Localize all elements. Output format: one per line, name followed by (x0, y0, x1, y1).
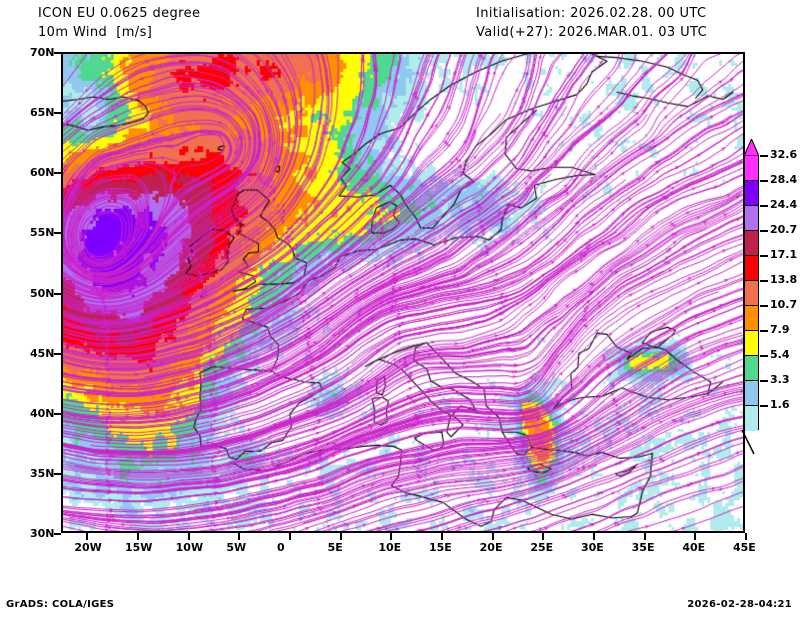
colorbar-tick-mark (760, 355, 768, 357)
y-axis-tick-label: 55N (30, 226, 55, 240)
x-axis-tick-label: 30E (581, 541, 604, 554)
colorbar-segment (745, 156, 758, 181)
colorbar-tick-mark (760, 280, 768, 282)
colorbar-segment (745, 181, 758, 206)
colorbar-tick-label: 13.8 (770, 273, 798, 286)
x-axis-tick-label: 20W (74, 541, 102, 554)
colorbar-segment (745, 306, 758, 331)
colorbar-tick-label: 3.3 (770, 373, 790, 386)
y-axis-tick-label: 35N (30, 466, 55, 480)
colorbar-segment (745, 381, 758, 406)
map-plot-area (61, 52, 745, 533)
x-axis-tick-label: 10E (378, 541, 402, 554)
colorbar-tick-label: 7.9 (770, 323, 790, 336)
y-axis-tick-mark (54, 232, 61, 235)
colorbar-segment (745, 256, 758, 281)
grads-credit: GrADS: COLA/IGES (6, 599, 115, 610)
y-axis-tick-label: 40N (30, 406, 55, 420)
y-axis-tick-label: 50N (30, 286, 55, 300)
y-axis-tick-label: 65N (30, 106, 55, 120)
x-axis-tick-mark (187, 533, 190, 540)
colorbar-tick-label: 32.6 (770, 148, 798, 161)
y-axis-tick-mark (54, 472, 61, 475)
x-axis-tick-mark (137, 533, 139, 540)
x-axis-tick-label: 20E (479, 541, 503, 554)
colorbar-top-arrow-icon (744, 139, 759, 156)
colorbar-tick-label: 5.4 (770, 348, 790, 361)
colorbar-tick-label: 24.4 (770, 198, 798, 211)
y-axis-tick-mark (54, 112, 61, 115)
y-axis-tick-label: 60N (30, 166, 55, 180)
x-axis-tick-mark (238, 533, 241, 540)
y-axis-tick-mark (54, 292, 61, 295)
colorbar-segment (745, 406, 758, 431)
x-axis-tick-label: 35E (631, 541, 655, 554)
colorbar-tick-mark (760, 380, 768, 382)
colorbar-tick-label: 1.6 (770, 398, 790, 411)
y-axis-tick-mark (54, 352, 61, 355)
y-axis-tick-mark (54, 52, 61, 54)
x-axis-tick-mark (745, 533, 747, 540)
colorbar-tick-label: 28.4 (770, 173, 798, 186)
x-axis-tick-label: 10W (175, 541, 204, 554)
x-axis-tick-label: 5E (327, 541, 343, 554)
render-timestamp: 2026-02-28-04:21 (687, 599, 792, 610)
valid-time-label: Valid(+27): 2026.MAR.01. 03 UTC (476, 25, 708, 40)
x-axis-tick-label: 40E (682, 541, 706, 554)
colorbar-segment (745, 231, 758, 256)
y-axis-tick-mark (54, 533, 61, 535)
x-axis-tick-mark (441, 533, 443, 540)
colorbar-segment (745, 331, 758, 356)
colorbar-tick-mark (760, 255, 768, 257)
colorbar-tick-mark (760, 305, 768, 307)
x-axis-tick-mark (339, 533, 342, 540)
colorbar-tick-mark (760, 405, 768, 407)
x-axis-tick-label: 45E (733, 541, 756, 554)
y-axis-tick-mark (54, 172, 61, 175)
variable-title: 10m Wind [m/s] (38, 25, 153, 40)
y-axis-tick-mark (54, 412, 61, 415)
colorbar-tick-mark (760, 330, 768, 332)
x-axis-tick-mark (542, 533, 545, 540)
model-title: ICON EU 0.0625 degree (38, 6, 201, 21)
y-axis-tick-label: 45N (30, 346, 55, 360)
colorbar-bottom-tail-icon (741, 430, 755, 454)
y-axis-tick-label: 30N (30, 527, 55, 540)
colorbar-tick-label: 17.1 (770, 248, 798, 261)
x-axis-tick-label: 0 (277, 541, 285, 554)
colorbar-tick-mark (760, 180, 768, 182)
wind-field-canvas (63, 54, 743, 531)
x-axis-tick-mark (694, 533, 697, 540)
colorbar-segment (745, 206, 758, 231)
x-axis-tick-label: 5W (226, 541, 247, 554)
x-axis-tick-label: 15E (429, 541, 452, 554)
colorbar (744, 155, 759, 431)
x-axis-tick-label: 25E (530, 541, 554, 554)
x-axis-tick-mark (390, 533, 393, 540)
colorbar-segment (745, 281, 758, 306)
x-axis-tick-mark (491, 533, 494, 540)
colorbar-tick-label: 20.7 (770, 223, 798, 236)
x-axis-tick-mark (643, 533, 646, 540)
colorbar-tick-label: 10.7 (770, 298, 798, 311)
x-axis-tick-mark (289, 533, 291, 540)
colorbar-tick-mark (760, 155, 768, 157)
x-axis-tick-label: 15W (125, 541, 153, 554)
x-axis-tick-mark (86, 533, 89, 540)
y-axis-tick-label: 70N (30, 46, 55, 59)
colorbar-tick-mark (760, 205, 768, 207)
x-axis-tick-mark (593, 533, 595, 540)
colorbar-tick-mark (760, 230, 768, 232)
initialisation-label: Initialisation: 2026.02.28. 00 UTC (476, 6, 707, 21)
colorbar-segment (745, 356, 758, 381)
